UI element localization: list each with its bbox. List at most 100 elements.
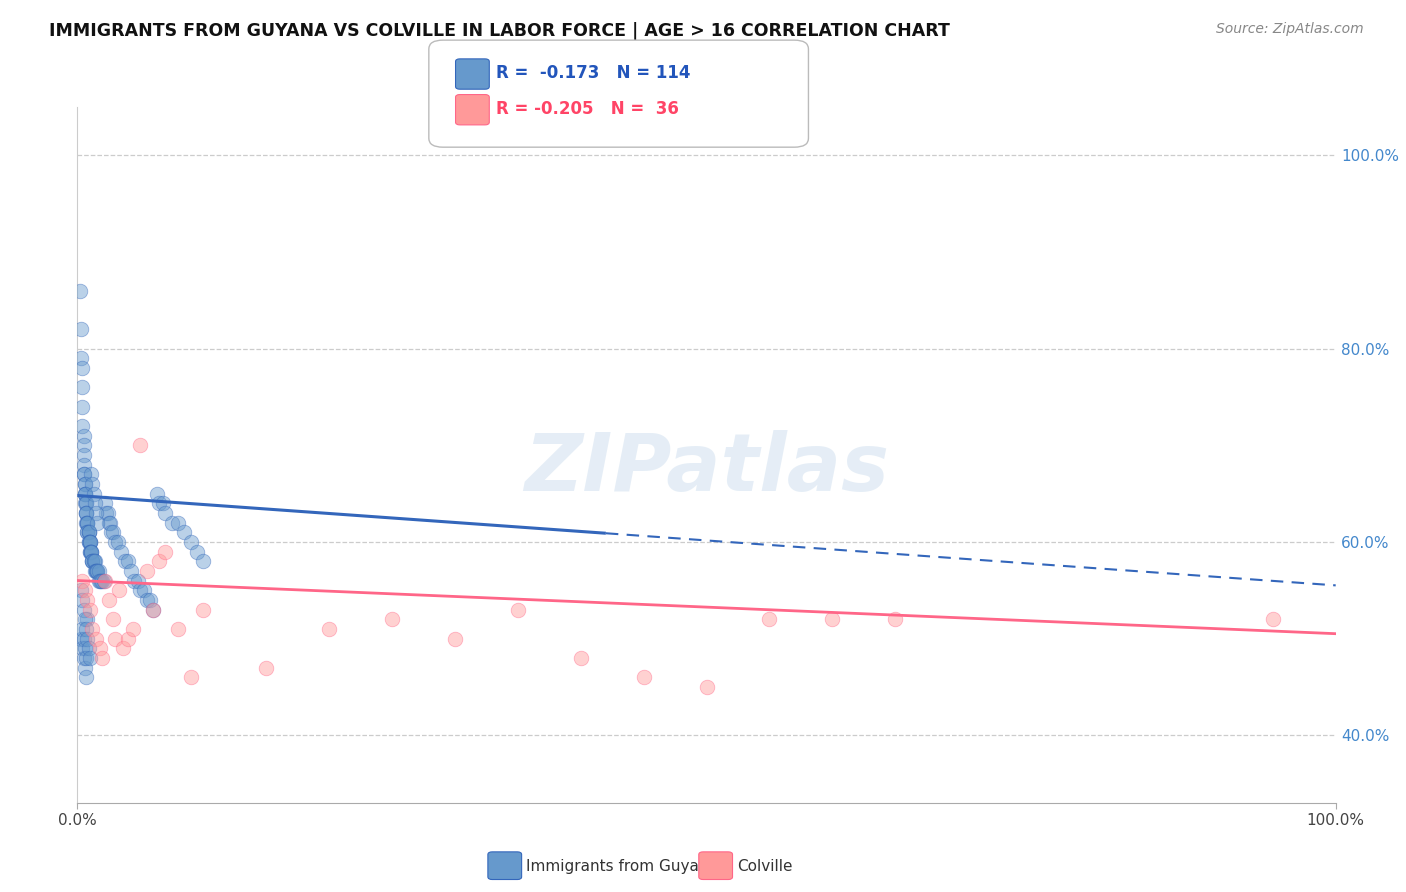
Point <box>101 612 124 626</box>
Point <box>76 592 98 607</box>
Point <box>821 612 844 626</box>
Point <box>132 583 155 598</box>
Point <box>73 583 96 598</box>
Point <box>76 516 98 530</box>
Point <box>167 622 190 636</box>
Point <box>84 564 107 578</box>
Point <box>110 544 132 558</box>
Point <box>73 486 96 500</box>
Point <box>1261 612 1284 626</box>
Point <box>98 516 121 530</box>
Point <box>191 554 215 568</box>
Point <box>80 544 103 558</box>
Point <box>72 467 94 482</box>
Point <box>72 574 94 588</box>
Point <box>72 651 94 665</box>
Point <box>101 525 124 540</box>
Point <box>86 564 108 578</box>
Point <box>76 516 98 530</box>
Point <box>73 641 96 656</box>
Text: Colville: Colville <box>737 859 792 873</box>
Point <box>120 564 142 578</box>
Point <box>104 632 127 646</box>
Point <box>80 544 103 558</box>
Point <box>80 467 103 482</box>
Point <box>72 448 94 462</box>
Point <box>72 428 94 442</box>
Point <box>89 641 111 656</box>
Point <box>77 535 100 549</box>
Point <box>127 574 149 588</box>
Point <box>86 564 108 578</box>
Point <box>111 641 134 656</box>
Point <box>77 525 100 540</box>
Point <box>70 322 93 336</box>
Point <box>72 458 94 472</box>
Point <box>117 632 139 646</box>
Point <box>70 632 93 646</box>
Point <box>160 516 183 530</box>
Text: R = -0.205   N =  36: R = -0.205 N = 36 <box>496 100 679 118</box>
Point <box>186 544 208 558</box>
Point <box>96 506 118 520</box>
Point <box>72 622 94 636</box>
Point <box>121 622 143 636</box>
Point <box>96 506 118 520</box>
Point <box>114 554 136 568</box>
Point <box>75 651 97 665</box>
Point <box>72 467 94 482</box>
Point <box>142 602 165 616</box>
Point <box>79 544 101 558</box>
Point <box>83 486 105 500</box>
Point <box>148 554 170 568</box>
Point <box>122 574 145 588</box>
Point <box>100 525 122 540</box>
Point <box>94 574 117 588</box>
Point <box>77 525 100 540</box>
Point <box>79 535 101 549</box>
Point <box>79 651 101 665</box>
Point <box>70 351 93 366</box>
Point <box>506 602 529 616</box>
Point <box>79 535 101 549</box>
Point <box>86 516 108 530</box>
Point <box>69 284 91 298</box>
Text: R =  -0.173   N = 114: R = -0.173 N = 114 <box>496 64 690 82</box>
Point <box>72 592 94 607</box>
Point <box>84 496 107 510</box>
Point <box>73 496 96 510</box>
Point <box>82 554 104 568</box>
Point <box>569 651 592 665</box>
Point <box>72 419 94 434</box>
Point <box>75 506 97 520</box>
Point <box>75 506 97 520</box>
Point <box>84 554 107 568</box>
Point <box>73 476 96 491</box>
Point <box>152 496 174 510</box>
Point <box>87 564 110 578</box>
Point <box>84 632 107 646</box>
Text: Immigrants from Guyana: Immigrants from Guyana <box>526 859 717 873</box>
Point <box>76 525 98 540</box>
Point <box>73 486 96 500</box>
Point <box>73 486 96 500</box>
Point <box>97 516 120 530</box>
Point <box>77 525 100 540</box>
Point <box>72 632 94 646</box>
Point <box>72 380 94 394</box>
Point <box>696 680 718 694</box>
Point <box>180 670 202 684</box>
Point <box>83 554 105 568</box>
Point <box>135 564 157 578</box>
Point <box>155 544 177 558</box>
Point <box>83 554 105 568</box>
Text: Source: ZipAtlas.com: Source: ZipAtlas.com <box>1216 22 1364 37</box>
Point <box>75 496 97 510</box>
Point <box>79 602 101 616</box>
Point <box>139 592 162 607</box>
Point <box>91 651 114 665</box>
Point <box>884 612 907 626</box>
Text: IMMIGRANTS FROM GUYANA VS COLVILLE IN LABOR FORCE | AGE > 16 CORRELATION CHART: IMMIGRANTS FROM GUYANA VS COLVILLE IN LA… <box>49 22 950 40</box>
Point <box>173 525 195 540</box>
Point <box>79 535 101 549</box>
